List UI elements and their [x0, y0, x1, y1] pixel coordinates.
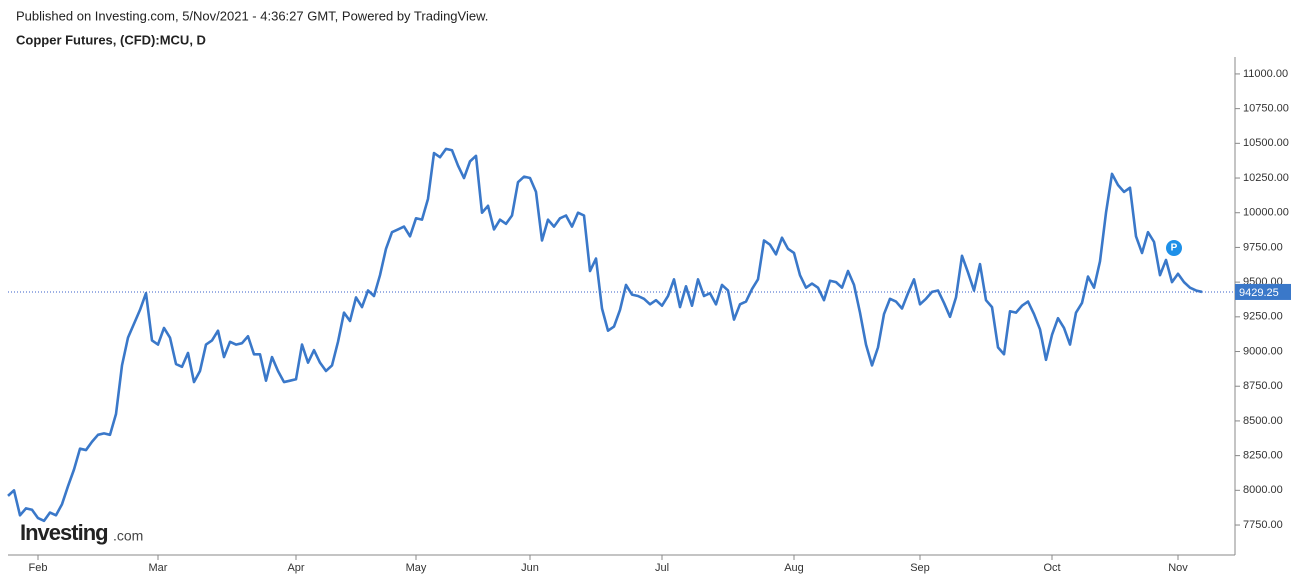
- price-line: [7, 147, 1203, 523]
- y-tick-label: 10500.00: [1243, 137, 1289, 149]
- y-tick-label: 10750.00: [1243, 103, 1289, 115]
- last-price-label: 9429.25: [1239, 287, 1279, 299]
- y-tick-label: 8750.00: [1243, 380, 1283, 392]
- y-tick-label: 9750.00: [1243, 241, 1283, 253]
- x-tick-label: Aug: [784, 562, 804, 574]
- x-tick-label: Sep: [910, 562, 930, 574]
- x-tick-label: May: [406, 562, 427, 574]
- y-tick-label: 8000.00: [1243, 484, 1283, 496]
- y-tick-label: 7750.00: [1243, 519, 1283, 531]
- x-tick-label: Oct: [1043, 562, 1060, 574]
- event-marker-label: P: [1171, 243, 1178, 254]
- y-tick-label: 9250.00: [1243, 311, 1283, 323]
- x-tick-label: Nov: [1168, 562, 1188, 574]
- logo-suffix: .com: [113, 528, 143, 544]
- published-note: Published on Investing.com, 5/Nov/2021 -…: [16, 8, 488, 23]
- x-tick-label: Mar: [149, 562, 168, 574]
- x-tick-label: Feb: [29, 562, 48, 574]
- x-tick-label: Jul: [655, 562, 669, 574]
- y-tick-label: 9000.00: [1243, 345, 1283, 357]
- x-tick-label: Apr: [287, 562, 304, 574]
- x-tick-label: Jun: [521, 562, 539, 574]
- y-tick-label: 10000.00: [1243, 207, 1289, 219]
- y-tick-label: 11000.00: [1243, 68, 1288, 80]
- logo: Investing: [20, 520, 108, 545]
- y-tick-label: 8500.00: [1243, 415, 1283, 427]
- last-price-box: [1235, 283, 1291, 300]
- chart-title: Copper Futures, (CFD):MCU, D: [16, 32, 206, 47]
- event-marker: [1166, 240, 1182, 256]
- y-tick-label: 10250.00: [1243, 172, 1289, 184]
- y-tick-label: 8250.00: [1243, 450, 1283, 462]
